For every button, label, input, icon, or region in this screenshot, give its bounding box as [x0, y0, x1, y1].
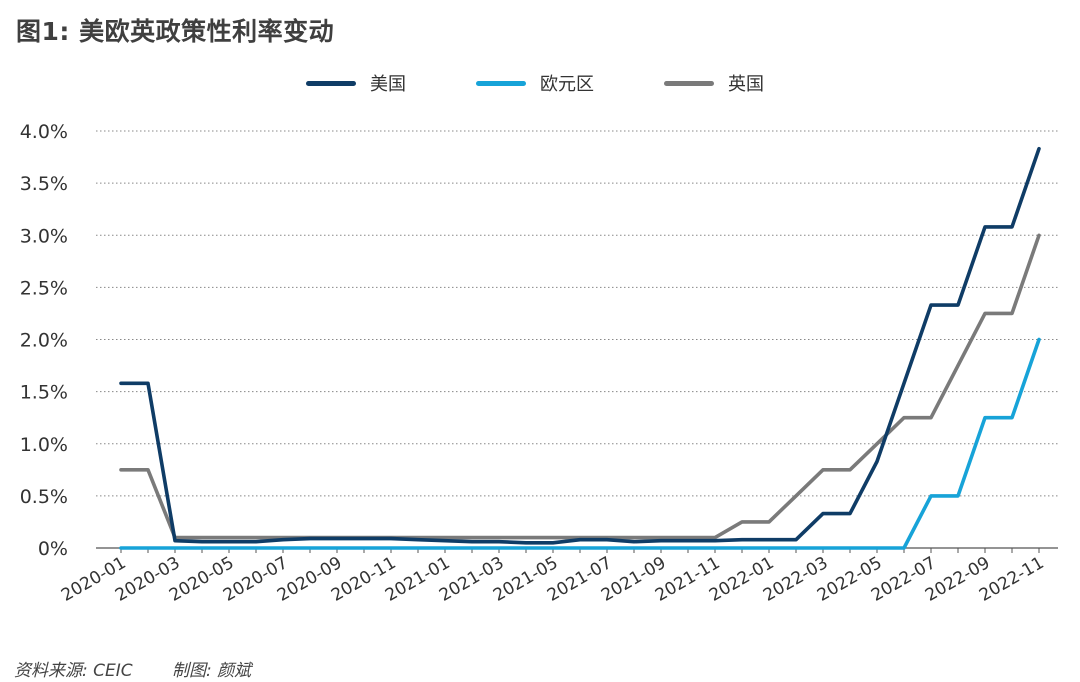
legend: 美国 欧元区 英国	[0, 70, 1080, 100]
legend-label-ez: 欧元区	[540, 74, 594, 95]
author-note: 制图: 颜斌	[172, 661, 252, 681]
series-line-ez	[119, 337, 1041, 550]
legend-label-us: 美国	[370, 74, 406, 95]
legend-swatch-ez	[476, 80, 526, 86]
grid-lines	[96, 130, 1058, 497]
legend-swatch-uk	[664, 80, 714, 86]
source-note: 资料来源: CEIC	[14, 661, 133, 681]
y-tick-label: 2.0%	[20, 330, 68, 352]
x-axis: 2020-012020-032020-052020-072020-092020-…	[58, 547, 1058, 606]
legend-item-uk: 英国	[664, 70, 764, 96]
y-tick-label: 3.5%	[20, 173, 68, 195]
legend-swatch-us	[306, 80, 356, 86]
legend-item-us: 美国	[306, 70, 406, 96]
y-tick-label: 2.5%	[20, 277, 68, 299]
series-line-us	[119, 146, 1041, 545]
y-tick-label: 1.0%	[20, 434, 68, 456]
y-tick-label: 1.5%	[20, 382, 68, 404]
y-tick-label: 3.0%	[20, 225, 68, 247]
legend-label-uk: 英国	[728, 74, 764, 95]
chart-title: 图1: 美欧英政策性利率变动	[16, 17, 335, 46]
series-lines	[119, 146, 1041, 550]
y-tick-label: 4.0%	[20, 121, 68, 143]
y-tick-label: 0%	[38, 538, 68, 560]
y-tick-label: 0.5%	[20, 486, 68, 508]
legend-item-ez: 欧元区	[476, 70, 594, 96]
footer: 资料来源: CEIC 制图: 颜斌	[14, 656, 285, 681]
y-axis-tick-labels: 0% 0.5% 1.0% 1.5% 2.0% 2.5% 3.0% 3.5% 4.0%	[20, 121, 68, 560]
